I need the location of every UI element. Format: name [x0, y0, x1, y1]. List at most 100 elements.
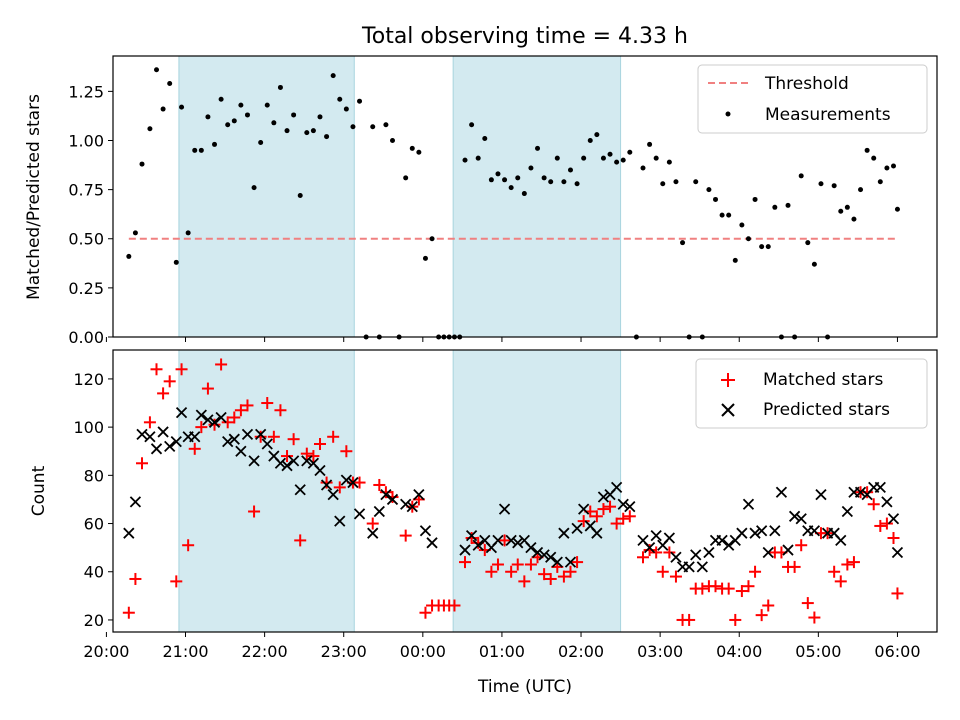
matched-star-point	[597, 503, 610, 516]
predicted-star-point	[353, 508, 366, 520]
bottom-panel: 20:00 21:00 22:00 23:00 00:00 01:00 02:00 03:00…	[29, 349, 938, 697]
top-y-tick-label: 1.25	[68, 82, 104, 101]
predicted-star-point	[716, 534, 728, 547]
predicted-star-point	[189, 431, 201, 443]
bottom-y-tick-label: 80	[84, 466, 104, 485]
bottom-y-tick-label: 40	[84, 563, 104, 582]
measurement-point	[258, 139, 264, 145]
matched-star-point	[188, 442, 201, 455]
matched-star-point	[571, 556, 584, 569]
predicted-star-point	[241, 428, 254, 440]
predicted-star-point	[373, 505, 385, 518]
matched-star-point	[749, 565, 762, 578]
predicted-star-point	[696, 561, 708, 573]
measurement-point	[488, 177, 494, 183]
matched-star-point	[274, 404, 287, 417]
top-y-tick-label: 0.25	[68, 279, 104, 298]
measurement-point	[357, 98, 363, 104]
legend-matched-label: Matched stars	[763, 370, 883, 390]
matched-star-point	[122, 606, 135, 619]
measurement-point	[126, 253, 132, 259]
measurement-point	[838, 208, 844, 214]
matched-star-point	[136, 457, 149, 470]
predicted-star-point	[597, 491, 610, 503]
measurement-point	[422, 255, 428, 261]
measurement-point	[660, 181, 666, 187]
predicted-star-point	[624, 501, 636, 513]
predicted-star-point	[531, 546, 544, 559]
matched-star-point	[709, 580, 722, 593]
predicted-star-point	[854, 486, 867, 498]
predicted-star-point	[314, 464, 326, 477]
predicted-star-point	[129, 496, 142, 508]
matched-star-point	[795, 539, 808, 552]
measurement-point	[291, 112, 297, 118]
matched-star-point	[333, 481, 346, 494]
predicted-star-point	[723, 539, 735, 551]
predicted-star-point	[281, 460, 293, 472]
matched-star-point	[762, 599, 775, 612]
predicted-star-point	[301, 455, 313, 467]
predicted-star-point	[769, 525, 781, 537]
measurement-point	[528, 165, 534, 171]
matched-star-point	[399, 529, 412, 542]
bottom-shaded-interval-2	[452, 349, 622, 633]
measurement-point	[251, 185, 257, 191]
top-y-tick-label: 0.00	[68, 328, 104, 347]
measurement-point	[277, 84, 283, 90]
predicted-star-point	[465, 529, 478, 542]
matched-star-point	[485, 565, 498, 578]
matched-star-point	[267, 430, 280, 443]
predicted-star-point	[261, 438, 273, 450]
matched-star-point	[327, 430, 340, 443]
measurement-point	[160, 106, 166, 112]
measurement-point	[831, 183, 837, 189]
measurement-point	[574, 181, 580, 187]
predicted-star-point	[571, 522, 583, 534]
predicted-star-point	[742, 498, 755, 510]
matched-star-point	[448, 599, 461, 612]
predicted-star-point	[881, 496, 893, 508]
matched-star-point	[880, 517, 893, 530]
predicted-star-point	[891, 546, 904, 559]
predicted-star-point	[287, 455, 300, 467]
matched-star-point	[742, 580, 755, 593]
measurement-point	[620, 157, 626, 163]
measurement-point	[350, 124, 356, 130]
matched-star-point	[663, 546, 676, 559]
matched-star-point	[518, 575, 531, 588]
matched-star-point	[735, 585, 748, 598]
measurement-point	[310, 128, 316, 134]
measurement-point	[818, 181, 824, 187]
predicted-star-point	[551, 556, 563, 568]
predicted-star-point	[327, 488, 339, 501]
matched-star-point	[241, 399, 254, 412]
matched-star-point	[847, 556, 860, 569]
measurement-point	[231, 118, 237, 124]
matched-star-point	[353, 476, 366, 489]
measurement-point	[370, 124, 376, 130]
measurement-point	[343, 106, 349, 112]
bottom-legend: Matched stars Predicted stars	[695, 358, 928, 429]
predicted-star-point	[228, 433, 240, 445]
predicted-star-point	[690, 549, 702, 561]
x-tick-label: 23:00	[321, 642, 367, 661]
measurement-point	[521, 191, 527, 197]
matched-star-point	[465, 532, 478, 544]
predicted-star-point	[663, 532, 676, 544]
top-legend: Threshold Measurements	[697, 64, 928, 134]
matched-star-point	[307, 450, 320, 463]
predicted-star-point	[413, 488, 425, 501]
x-tick-label: 00:00	[400, 642, 446, 661]
measurement-point	[475, 155, 481, 161]
matched-star-point	[650, 546, 663, 559]
measurement-point	[462, 157, 468, 163]
x-tick-label: 01:00	[479, 642, 525, 661]
predicted-star-point	[208, 416, 221, 428]
top-y-tick-label: 0.50	[68, 230, 104, 249]
matched-star-point	[281, 450, 294, 463]
matched-star-point	[557, 570, 570, 583]
top-measurement-points	[126, 67, 900, 340]
bottom-x-ticks: 20:00 21:00 22:00 23:00 00:00 01:00 02:00 03:00…	[83, 632, 921, 661]
